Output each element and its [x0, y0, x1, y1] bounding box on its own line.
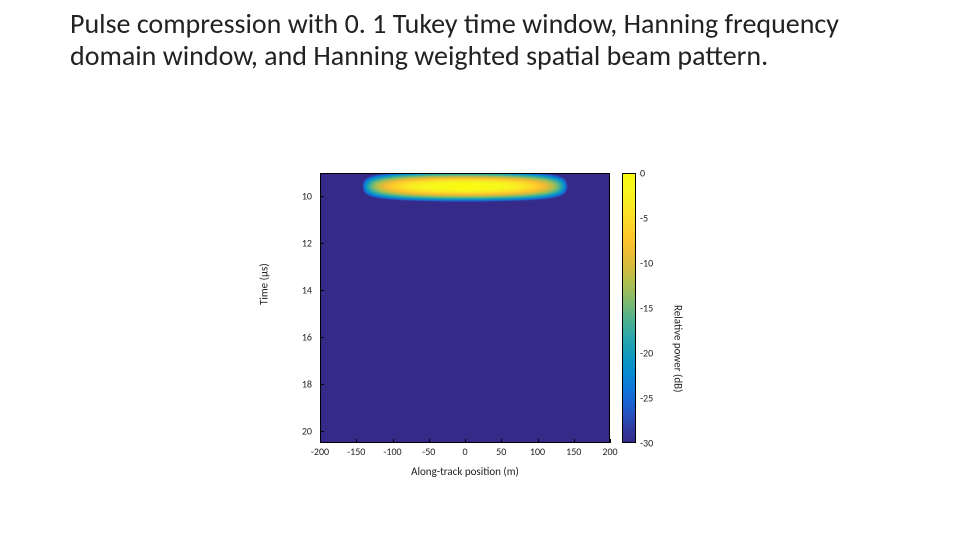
- x-tick-label: 100: [530, 445, 545, 458]
- y-tick-mark: [320, 431, 324, 432]
- y-tick-mark: [320, 196, 324, 197]
- x-tick-mark: [465, 439, 466, 443]
- slide: Pulse compression with 0. 1 Tukey time w…: [0, 0, 960, 540]
- x-tick-mark: [574, 439, 575, 443]
- x-tick-mark: [610, 439, 611, 443]
- colorbar-ticks: 0-5-10-15-20-25-30: [640, 173, 674, 443]
- y-tick-label: 16: [260, 331, 312, 344]
- colorbar-tick-label: 0: [640, 167, 645, 180]
- colorbar-tick-label: -15: [640, 302, 653, 315]
- x-tick-label: 150: [566, 445, 581, 458]
- colorbar-label: Relative power (dB): [672, 305, 685, 392]
- colorbar-tick-label: -25: [640, 392, 653, 405]
- slide-title: Pulse compression with 0. 1 Tukey time w…: [70, 8, 890, 72]
- y-tick-label: 18: [260, 378, 312, 391]
- colorbar-tick-label: -30: [640, 437, 653, 450]
- x-tick-mark: [320, 439, 321, 443]
- x-tick-label: 50: [496, 445, 506, 458]
- plot-border: [320, 173, 610, 443]
- y-tick-label: 10: [260, 190, 312, 203]
- y-axis-ticks: 101214161820: [260, 173, 316, 443]
- x-axis-label: Along-track position (m): [320, 465, 610, 478]
- x-tick-mark: [393, 439, 394, 443]
- x-tick-label: -100: [383, 445, 401, 458]
- x-tick-label: -50: [422, 445, 435, 458]
- x-tick-mark: [356, 439, 357, 443]
- y-tick-mark: [320, 290, 324, 291]
- x-tick-label: 0: [462, 445, 467, 458]
- pulse-compression-chart: 101214161820 -200-150-100-50050100150200…: [260, 165, 700, 505]
- y-tick-mark: [320, 337, 324, 338]
- y-axis-label: Time (μs): [258, 263, 271, 305]
- x-tick-label: -150: [347, 445, 365, 458]
- colorbar-tick-label: -10: [640, 257, 653, 270]
- x-tick-label: 200: [602, 445, 617, 458]
- y-tick-label: 20: [260, 425, 312, 438]
- colorbar-tick-label: -20: [640, 347, 653, 360]
- x-tick-mark: [538, 439, 539, 443]
- colorbar-border: [622, 173, 636, 443]
- y-tick-label: 12: [260, 237, 312, 250]
- y-tick-mark: [320, 243, 324, 244]
- colorbar-tick-label: -5: [640, 212, 648, 225]
- y-tick-mark: [320, 384, 324, 385]
- x-tick-label: -200: [311, 445, 329, 458]
- x-tick-mark: [501, 439, 502, 443]
- x-tick-mark: [429, 439, 430, 443]
- x-axis-ticks: -200-150-100-50050100150200: [320, 445, 610, 461]
